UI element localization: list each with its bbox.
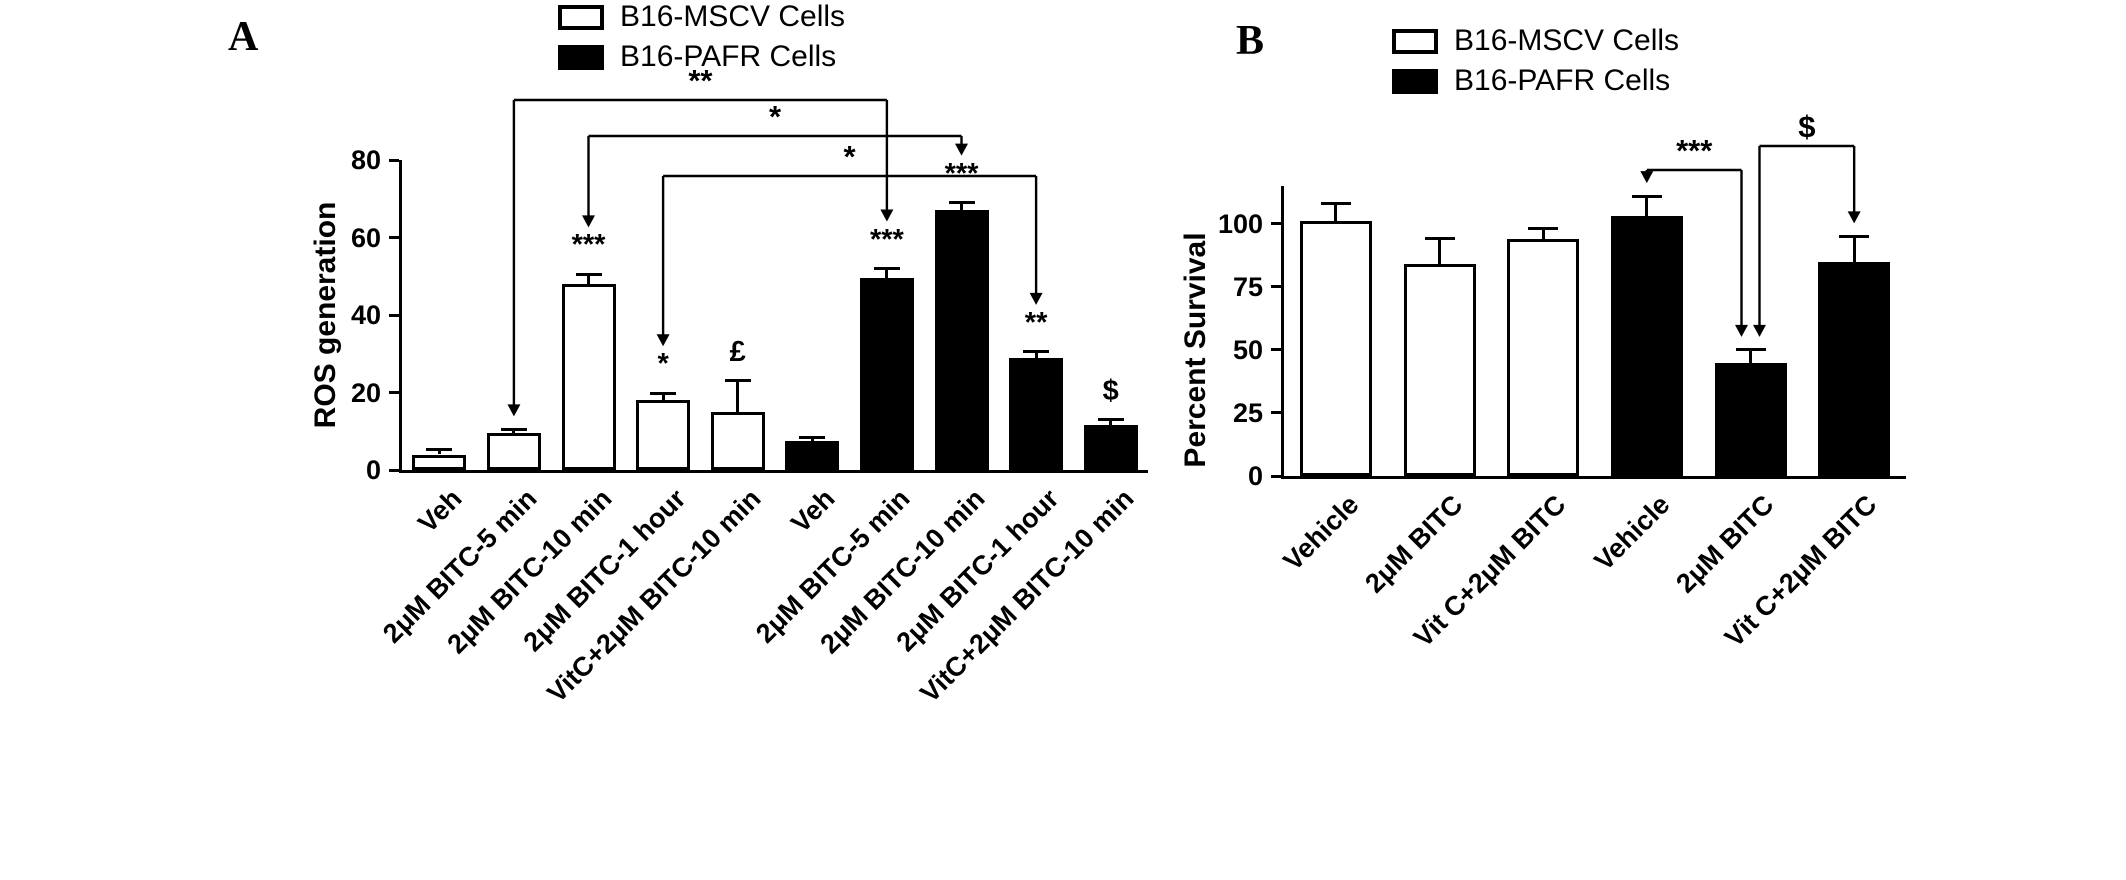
panel-a-label: A	[228, 14, 259, 60]
bar-b-1	[1403, 264, 1476, 476]
bar-a-8	[1009, 357, 1064, 470]
error-bar-cap	[1839, 234, 1870, 238]
error-bar-cap	[650, 391, 677, 395]
significance-label: $	[1102, 374, 1119, 407]
error-bar	[587, 274, 590, 284]
panel-a-legend: B16-MSCV Cells B16-PAFR Cells	[558, 2, 845, 72]
bar-a-2	[561, 284, 616, 470]
y-tick	[1271, 411, 1281, 415]
significance-label: £	[729, 335, 746, 368]
y-tick	[1271, 348, 1281, 352]
y-tick-label: 40	[350, 300, 381, 330]
y-axis	[399, 160, 402, 473]
legend-label-pafr: B16-PAFR Cells	[620, 40, 837, 73]
x-axis	[399, 470, 1148, 473]
significance-label: ***	[869, 223, 904, 256]
y-tick	[1271, 222, 1281, 226]
significance-label: **	[1024, 306, 1048, 339]
error-bar-cap	[1097, 418, 1124, 422]
x-axis	[1281, 476, 1906, 479]
bar-b-4	[1714, 362, 1787, 476]
bar-a-5	[785, 440, 840, 470]
legend-swatch-mscv-icon	[558, 4, 604, 30]
bar-b-3	[1610, 216, 1683, 476]
error-bar	[1541, 228, 1545, 239]
bar-a-0	[412, 454, 467, 470]
error-bar	[1645, 196, 1649, 217]
error-bar-cap	[1735, 348, 1766, 352]
error-bar-cap	[1320, 202, 1351, 206]
error-bar	[1034, 351, 1038, 358]
y-tick-label: 50	[1232, 334, 1263, 365]
y-tick	[1271, 474, 1281, 478]
bar-b-2	[1507, 238, 1580, 476]
error-bar	[512, 429, 516, 434]
y-tick-label: 80	[350, 145, 381, 175]
bar-a-1	[486, 433, 541, 470]
legend-swatch-mscv-icon	[1392, 28, 1438, 54]
error-bar	[810, 437, 814, 441]
y-tick	[389, 468, 399, 472]
y-tick-label: 25	[1232, 397, 1263, 428]
legend-label-pafr: B16-PAFR Cells	[1454, 64, 1671, 97]
legend-item-pafr: B16-PAFR Cells	[558, 42, 845, 72]
legend-item-pafr: B16-PAFR Cells	[1392, 66, 1679, 96]
error-bar-cap	[948, 201, 975, 205]
error-bar	[661, 393, 665, 401]
y-tick-label: 20	[350, 377, 381, 408]
bar-a-6	[859, 278, 914, 470]
error-bar-cap	[873, 267, 900, 270]
legend-item-mscv: B16-MSCV Cells	[558, 2, 845, 32]
error-bar	[1109, 419, 1113, 426]
significance-label: *	[657, 348, 669, 381]
y-tick-label: 75	[1232, 271, 1263, 302]
y-tick	[389, 313, 399, 317]
legend-label-mscv: B16-MSCV Cells	[1454, 24, 1680, 57]
error-bar	[1749, 349, 1752, 363]
legend-swatch-pafr-icon	[558, 44, 604, 70]
error-bar-cap	[1023, 350, 1050, 354]
y-tick	[1271, 285, 1281, 289]
error-bar-cap	[1528, 227, 1559, 231]
error-bar-cap	[500, 427, 527, 431]
bar-b-5	[1818, 261, 1891, 476]
y-tick	[389, 236, 399, 239]
panel-b-label: B	[1236, 18, 1265, 64]
error-bar-cap	[799, 436, 826, 440]
y-tick-label: 0	[365, 455, 381, 485]
bar-a-3	[636, 400, 691, 470]
error-bar-cap	[1631, 194, 1662, 198]
bar-b-0	[1299, 221, 1372, 476]
error-bar	[1438, 238, 1441, 265]
error-bar	[960, 202, 963, 211]
y-tick	[389, 158, 399, 162]
legend-label-mscv: B16-MSCV Cells	[620, 0, 846, 33]
error-bar-cap	[575, 272, 602, 276]
legend-swatch-pafr-icon	[1392, 68, 1438, 94]
y-tick-label: 0	[1247, 461, 1263, 491]
error-bar-cap	[1424, 237, 1455, 241]
error-bar	[885, 268, 889, 279]
bar-a-4	[710, 411, 765, 470]
y-tick-label: 60	[350, 222, 381, 253]
bar-a-9	[1083, 425, 1138, 470]
panel-b-legend: B16-MSCV Cells B16-PAFR Cells	[1392, 26, 1679, 96]
error-bar-cap	[426, 448, 453, 452]
error-bar-cap	[724, 379, 751, 383]
y-tick	[389, 391, 399, 394]
error-bar	[1334, 203, 1338, 222]
significance-label: ***	[944, 157, 979, 190]
significance-label: ***	[571, 229, 606, 262]
error-bar	[1852, 236, 1856, 262]
bar-a-7	[934, 210, 989, 470]
error-bar	[736, 380, 740, 412]
y-axis	[1281, 186, 1284, 479]
error-bar	[437, 449, 441, 455]
y-tick-label: 100	[1217, 208, 1263, 239]
legend-item-mscv: B16-MSCV Cells	[1392, 26, 1679, 56]
